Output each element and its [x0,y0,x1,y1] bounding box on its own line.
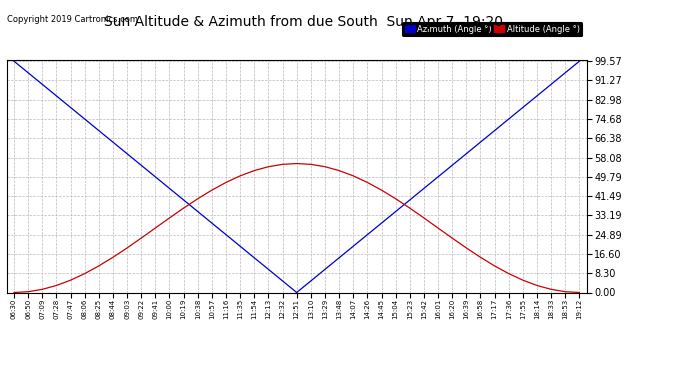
Legend: Azimuth (Angle °), Altitude (Angle °): Azimuth (Angle °), Altitude (Angle °) [402,22,582,36]
Text: Copyright 2019 Cartronics.com: Copyright 2019 Cartronics.com [7,15,138,24]
Text: Sun Altitude & Azimuth from due South  Sun Apr 7  19:20: Sun Altitude & Azimuth from due South Su… [104,15,503,29]
